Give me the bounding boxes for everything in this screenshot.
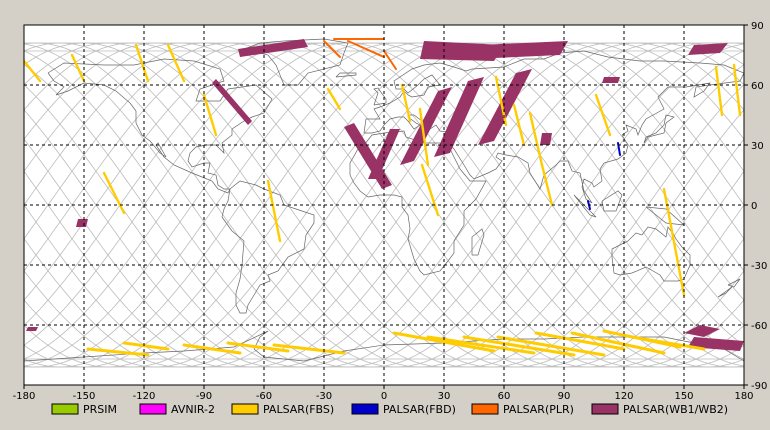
fbs-swath (462, 335, 576, 357)
legend-label: PALSAR(WB1/WB2) (623, 403, 728, 416)
x-tick-label: 30 (438, 391, 451, 402)
legend-label: AVNIR-2 (171, 403, 215, 416)
fbs-swath (134, 43, 150, 83)
legend-swatch (51, 403, 79, 415)
wb-swath (76, 219, 88, 227)
wb-swath (688, 43, 728, 55)
legend-label: PALSAR(FBS) (263, 403, 334, 416)
y-tick-label: -90 (751, 381, 767, 392)
wb-swath (400, 87, 452, 165)
y-tick-label: 30 (751, 141, 764, 152)
fbs-swath (22, 59, 42, 83)
fbs-swath (540, 163, 554, 207)
observation-swaths (22, 38, 744, 357)
x-tick-label: 180 (734, 391, 753, 402)
fbs-swath (662, 187, 686, 297)
x-tick-label: 120 (614, 391, 633, 402)
fbs-swath (102, 171, 126, 215)
coastline (221, 180, 315, 314)
fbs-swath (732, 63, 742, 117)
fbs-swath (122, 341, 170, 351)
fbs-swath (86, 347, 150, 357)
fbs-swath (426, 335, 536, 355)
x-tick-label: -150 (73, 391, 96, 402)
wb-swath (212, 79, 252, 125)
wb-swath (684, 325, 720, 337)
fbs-swath (392, 331, 496, 353)
x-tick-label: -180 (13, 391, 36, 402)
coastline (717, 286, 733, 298)
plr-swath (383, 50, 397, 70)
fbs-swath (326, 87, 342, 111)
fbs-swath (528, 111, 544, 167)
wb-swath (478, 69, 532, 145)
coastline (373, 87, 387, 106)
y-tick-label: 0 (751, 201, 757, 212)
fbs-swath (166, 43, 186, 83)
coastline (47, 58, 273, 194)
plr-swath (347, 40, 385, 58)
legend-swatch (351, 403, 379, 415)
coastline (727, 278, 741, 288)
fbs-swath (70, 53, 86, 83)
x-tick-label: 150 (674, 391, 693, 402)
coastline (335, 72, 357, 78)
x-tick-label: -90 (196, 391, 212, 402)
x-tick-label: 90 (558, 391, 571, 402)
wb-swath (540, 133, 552, 145)
fbs-swath (272, 343, 346, 355)
fbs-swath (570, 331, 666, 355)
x-tick-label: -120 (133, 391, 156, 402)
fbs-swath (226, 341, 290, 353)
graticule (24, 25, 744, 385)
coastline (611, 226, 691, 282)
axis-ticks: -180 -150 -120 -90 -60 -30 0 30 60 90 120 150 180 90 6… (13, 21, 768, 402)
coastline (643, 114, 675, 144)
fbs-swath (534, 331, 626, 351)
x-tick-label: -30 (316, 391, 332, 402)
x-tick-label: 0 (381, 391, 387, 402)
legend-label: PALSAR(FBD) (383, 403, 456, 416)
plr-swath (323, 40, 341, 58)
legend-swatch (139, 403, 167, 415)
fbs-swath (512, 103, 526, 147)
legend: PRSIM AVNIR-2 PALSAR(FBS) PALSAR(FBD) PALSAR… (51, 403, 728, 416)
wb-swath (238, 39, 308, 57)
wb-swath (472, 41, 568, 59)
y-tick-label: -60 (751, 321, 767, 332)
fbs-swath (182, 343, 242, 355)
fbs-swath (202, 93, 218, 137)
legend-swatch (231, 403, 259, 415)
fbs-swath (420, 163, 440, 217)
wb-swath (602, 77, 620, 83)
coastline (363, 50, 745, 204)
fbs-swath (266, 179, 282, 243)
fbs-swath (714, 65, 724, 117)
coastline (601, 190, 623, 212)
fbs-swath (630, 335, 706, 351)
x-tick-label: -60 (256, 391, 272, 402)
legend-swatch (591, 403, 619, 415)
legend-label: PRSIM (83, 403, 117, 416)
y-tick-label: -30 (751, 261, 767, 272)
legend-label: PALSAR(PLR) (503, 403, 574, 416)
fbs-swath (418, 107, 430, 167)
coastline (349, 130, 487, 276)
fbs-swath (594, 93, 612, 137)
fbs-swath (400, 83, 412, 123)
y-tick-label: 90 (751, 21, 764, 32)
legend-swatch (471, 403, 499, 415)
wb-swath (434, 77, 484, 157)
coastline (471, 228, 485, 256)
fbs-swath (496, 335, 606, 357)
wb-swath (26, 327, 38, 331)
y-tick-label: 60 (751, 81, 764, 92)
x-tick-label: 60 (498, 391, 511, 402)
